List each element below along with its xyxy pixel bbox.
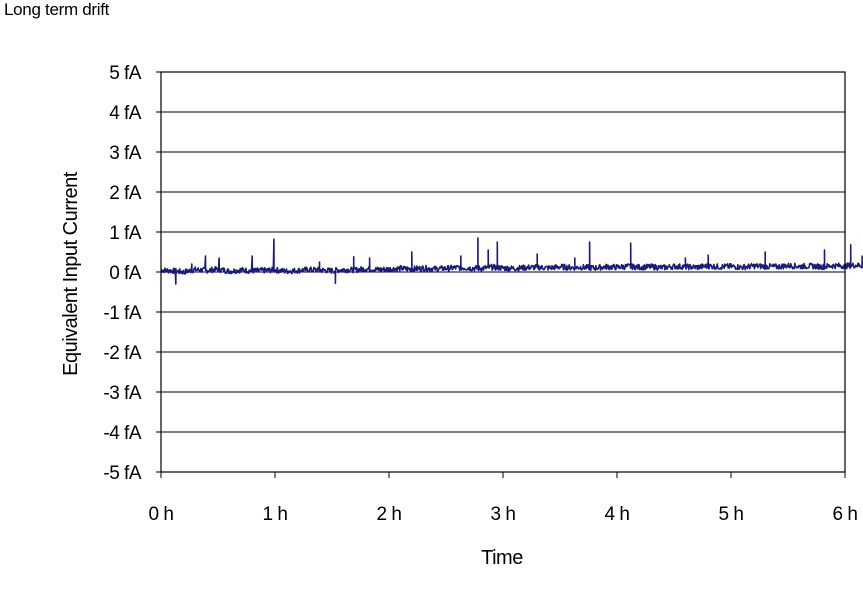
- y-tick-label: -1 fA: [103, 303, 141, 324]
- y-tick-label: 2 fA: [109, 183, 142, 204]
- x-tick-label: 2 h: [377, 504, 402, 525]
- x-axis-title: Time: [481, 547, 523, 569]
- chart-title: Long term drift: [4, 0, 110, 19]
- y-tick-label: -5 fA: [103, 463, 141, 484]
- x-tick-label: 0 h: [149, 504, 174, 525]
- y-tick-label: 1 fA: [109, 223, 142, 244]
- grid-lines: [161, 111, 845, 433]
- plot-frame: [160, 71, 846, 473]
- y-tick-label: -4 fA: [103, 423, 141, 444]
- x-tick-label: 3 h: [491, 504, 516, 525]
- x-tick-label: 4 h: [605, 504, 630, 525]
- y-tick-label: 0 fA: [109, 263, 142, 284]
- y-axis: 5 fA 4 fA 3 fA 2 fA 1 fA 0 fA -1 fA -2 fA -3 fA -…: [103, 63, 161, 484]
- y-tick-label: -2 fA: [103, 343, 141, 364]
- data-layer: [160, 237, 863, 285]
- x-tick-label: 1 h: [263, 504, 288, 525]
- y-tick-label: -3 fA: [103, 383, 141, 404]
- y-tick-label: 3 fA: [109, 143, 142, 164]
- y-axis-title: Equivalent Input Current: [60, 171, 82, 376]
- y-tick-label: 5 fA: [109, 63, 142, 84]
- x-axis: 0 h1 h2 h3 h4 h5 h6 h7 h: [149, 472, 858, 525]
- x-tick-label: 5 h: [719, 504, 744, 525]
- series-line: [160, 237, 863, 285]
- x-tick-label: 6 h: [833, 504, 858, 525]
- y-tick-label: 4 fA: [109, 103, 142, 124]
